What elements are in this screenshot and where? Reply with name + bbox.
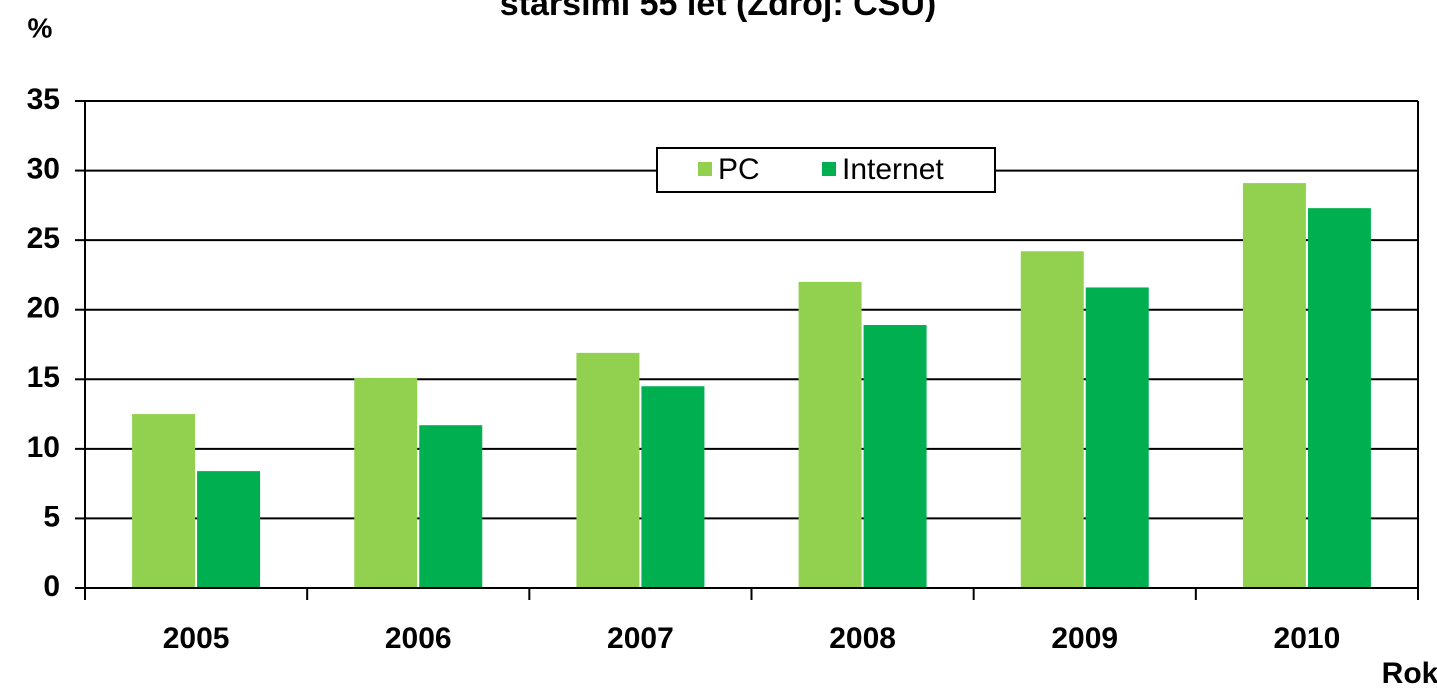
bar (419, 425, 483, 588)
bar (197, 471, 261, 588)
y-tick-label: 5 (43, 500, 60, 533)
legend-swatch (822, 162, 836, 176)
y-tick-label: 10 (27, 431, 60, 464)
bar (863, 325, 927, 588)
x-tick-label: 2007 (607, 622, 674, 655)
bar (576, 352, 640, 588)
y-tick-label: 35 (27, 83, 60, 116)
x-tick-label: 2008 (829, 622, 896, 655)
x-axis-label: Rok (1382, 657, 1437, 690)
bar (798, 281, 862, 588)
bar (132, 414, 196, 588)
chart-title: staršími 55 let (Zdroj: ČSÚ) (500, 0, 936, 23)
legend-swatch (698, 162, 712, 176)
bar (641, 386, 705, 588)
legend-label: PC (718, 153, 760, 186)
bar (354, 377, 418, 588)
y-tick-label: 15 (27, 361, 60, 394)
y-tick-label: 25 (27, 222, 60, 255)
x-tick-label: 2009 (1051, 622, 1118, 655)
bar (1085, 287, 1149, 588)
y-axis-label: % (28, 12, 53, 43)
bar (1020, 251, 1084, 588)
y-tick-label: 20 (27, 292, 60, 325)
x-tick-label: 2005 (163, 622, 230, 655)
y-tick-label: 30 (27, 152, 60, 185)
x-tick-label: 2006 (385, 622, 452, 655)
y-tick-label: 0 (43, 570, 60, 603)
bar (1307, 208, 1371, 588)
bar (1242, 183, 1306, 588)
legend-label: Internet (842, 153, 944, 186)
x-tick-label: 2010 (1274, 622, 1341, 655)
